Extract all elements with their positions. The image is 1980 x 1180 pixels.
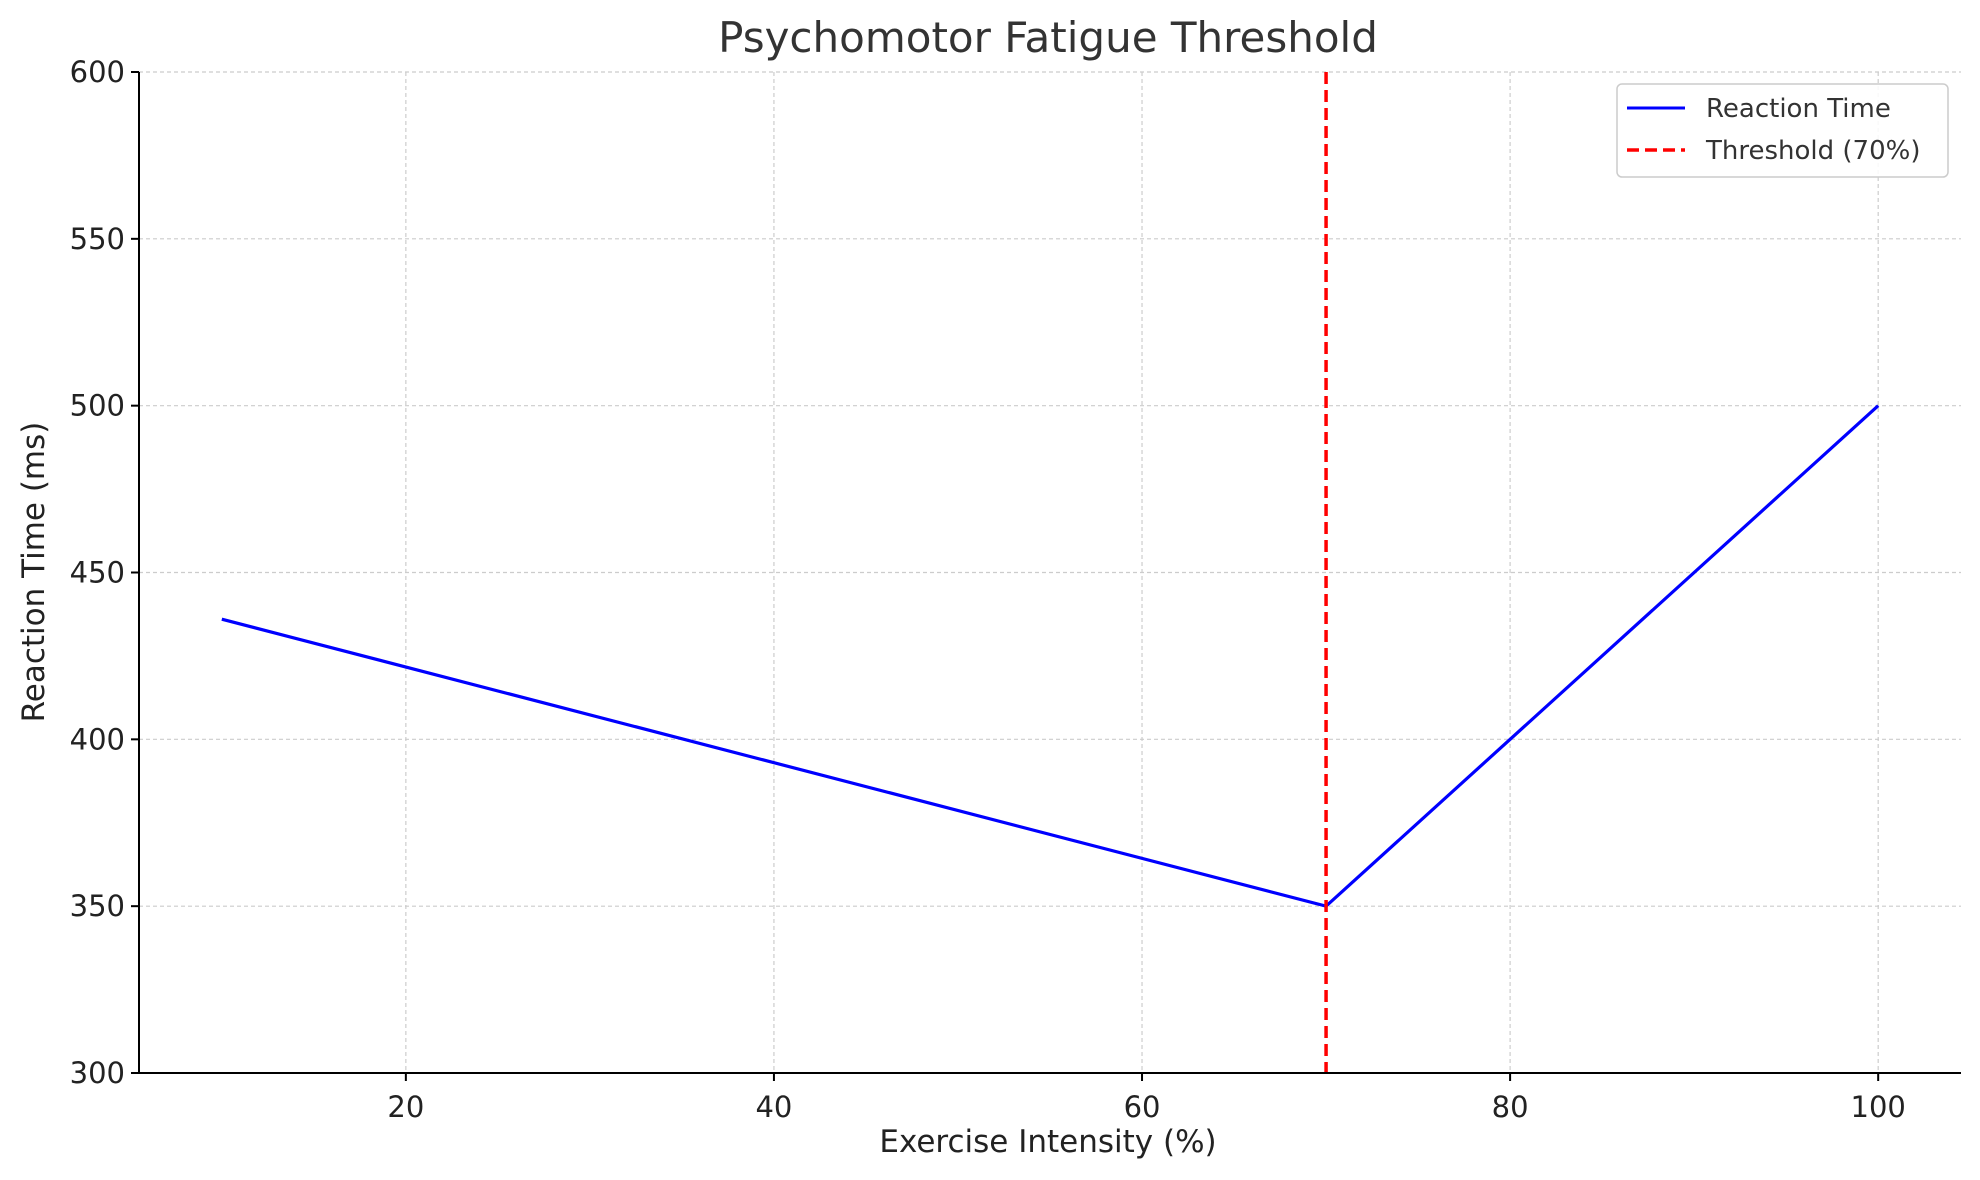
- y-axis-label: Reaction Time (ms): [16, 422, 52, 723]
- y-tick-label-600: 600: [70, 55, 125, 89]
- y-tick-label-350: 350: [70, 889, 125, 923]
- legend-label-threshold: Threshold (70%): [1705, 136, 1920, 166]
- plot-lines: [221, 72, 1880, 1073]
- legend-frame: [1616, 83, 1949, 178]
- x-tick-label-20: 20: [387, 1090, 424, 1124]
- legend: Reaction Time Threshold (70%): [1616, 83, 1949, 178]
- x-axis-label: Exercise Intensity (%): [879, 1124, 1216, 1160]
- y-tick-label-500: 500: [70, 389, 125, 423]
- y-tick-label-550: 550: [70, 222, 125, 256]
- legend-label-reaction-time: Reaction Time: [1706, 94, 1891, 124]
- x-tick-label-40: 40: [755, 1090, 792, 1124]
- x-tick-label-60: 60: [1124, 1090, 1161, 1124]
- ticks: 20 40 60 80 100 300 350 400 450 500 550 600: [70, 55, 1906, 1124]
- x-tick-label-100: 100: [1851, 1090, 1906, 1124]
- chart-title: Psychomotor Fatigue Threshold: [718, 13, 1378, 62]
- y-tick-label-450: 450: [70, 556, 125, 590]
- x-tick-label-80: 80: [1492, 1090, 1529, 1124]
- y-tick-label-400: 400: [70, 722, 125, 756]
- y-tick-label-300: 300: [70, 1056, 125, 1090]
